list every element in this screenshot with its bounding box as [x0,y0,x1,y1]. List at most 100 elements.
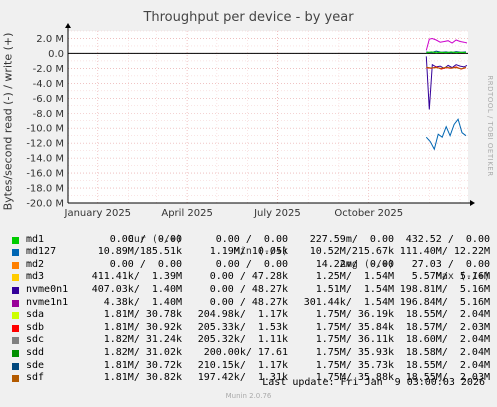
legend-name: md2 [26,258,45,270]
legend-avg: 301.44k/ 1.54M [303,296,394,308]
legend-avg: 1.75M/ 35.88k [315,372,394,384]
y-tick-label: -12.0 M [26,139,64,150]
y-tick-label: -18.0 M [26,184,64,195]
legend-row-sdc: sdc 1.82M/ 31.24k 205.32k/ 1.11k 1.75M/ 36.… [12,334,492,347]
legend-cur: 407.03k/ 1.40M [91,283,182,295]
series-line-nvme1n1 [425,37,468,51]
x-axis-arrow [470,200,475,206]
legend-cur: 1.81M/ 30.78k [103,309,182,321]
y-tick-label: -8.0 M [33,109,64,120]
y-tick-label: -14.0 M [26,154,64,165]
y-tick-label: -4.0 M [33,79,64,90]
legend-swatch [12,286,19,294]
legend-name: nvme0n1 [26,283,69,295]
legend-min: 1.19M/ 10.05k [209,246,288,258]
x-tick-label: April 2025 [161,208,212,219]
legend-cur: 4.38k/ 1.40M [103,296,182,308]
legend-name: md1 [26,233,45,245]
legend-name: sdd [26,346,45,358]
legend-row-nvme1n1: nvme1n1 4.38k/ 1.40M 0.00 / 48.27k 301.44k/… [12,297,492,310]
legend-cur: 1.81M/ 30.72k [103,359,182,371]
last-update: Last update: Fri Jan 9 03:00:03 2026 [262,377,485,388]
y-tick-label: -2.0 M [33,64,64,75]
legend-row-sde: sde 1.81M/ 30.72k 210.15k/ 1.17k 1.75M/ 35.… [12,360,492,373]
legend-avg: 1.75M/ 36.11k [315,334,394,346]
legend-row-nvme0n1: nvme0n1 407.03k/ 1.40M 0.00 / 48.27k 1.51M/… [12,284,492,297]
x-tick-label: October 2025 [334,208,403,219]
series-line-md127 [425,118,467,151]
legend-swatch [12,236,19,244]
legend-row-md1: md1 0.00 / 0.00 0.00 / 0.00 227.59m/ 0.00 43… [12,234,492,247]
legend-min: 210.15k/ 1.17k [197,359,288,371]
x-ticks: January 2025 April 2025 July 2025 October 2… [64,208,404,219]
legend-swatch [12,312,19,320]
legend-cur: 1.82M/ 31.02k [103,346,182,358]
legend-name: sdf [26,372,45,384]
series-group [425,37,468,151]
legend-max: 18.55M/ 2.04M [405,359,490,371]
legend-avg: 227.59m/ 0.00 [309,233,394,245]
legend-cur: 1.81M/ 30.82k [103,372,182,384]
series-line-sdd [426,51,467,54]
y-tick-label: -16.0 M [26,169,64,180]
series-line-sdf [426,66,467,70]
legend-min: 200.00k/ 17.61 [203,346,288,358]
legend-swatch [12,349,19,357]
legend-max: 198.81M/ 5.16M [399,283,490,295]
legend-cur: 411.41k/ 1.39M [91,271,182,283]
munin-version: Munin 2.0.76 [225,392,272,400]
legend-min: 0.00 / 0.00 [215,258,288,270]
legend-header-max: Max (-/+) [435,271,490,283]
legend-header-avg: Avg (-/+) [339,258,394,270]
legend-cur: 1.82M/ 31.24k [103,334,182,346]
legend-avg: 1.75M/ 36.19k [315,309,394,321]
legend-header-min: Min (-/+) [233,246,288,258]
y-tick-label: -6.0 M [33,94,64,105]
legend-max: 18.55M/ 2.03M [405,372,490,384]
legend-header: Cur (-/+) Min (-/+) Avg (-/+) Max (-/+) [12,221,492,283]
legend-avg: 1.51M/ 1.54M [315,283,394,295]
legend-avg: 1.75M/ 35.93k [315,346,394,358]
legend-swatch [12,337,19,345]
y-tick-label: -10.0 M [26,124,64,135]
x-tick-label: January 2025 [64,208,132,219]
legend-min: 0.00 / 48.27k [209,283,288,295]
legend-max: 196.84M/ 5.16M [399,296,490,308]
legend-name: nvme1n1 [26,296,69,308]
legend-swatch [12,362,19,370]
legend-swatch [12,274,19,282]
legend-swatch [12,249,19,257]
grid [68,30,468,204]
legend-name: sda [26,309,45,321]
plot-area: 2.0 M 0.0 -2.0 M -4.0 M -6.0 M -8.0 M -10.0 M -… [26,23,475,219]
legend-max: 111.40M/ 12.22M [399,246,490,258]
legend-rows: md1 0.00 / 0.00 0.00 / 0.00 227.59m/ 0.00 43… [12,234,492,385]
legend-row-sdb: sdb 1.81M/ 30.92k 205.33k/ 1.53k 1.75M/ 35.… [12,322,492,335]
legend-swatch [12,324,19,332]
legend-min: 0.00 / 0.00 [215,233,288,245]
legend-cur: 1.81M/ 30.92k [103,321,182,333]
legend-max: 18.57M/ 2.03M [405,321,490,333]
legend-name: sde [26,359,45,371]
legend-avg: 1.75M/ 35.84k [315,321,394,333]
legend-name: sdb [26,321,45,333]
legend-max: 5.57M/ 5.16M [411,271,490,283]
plot-background [68,31,468,203]
legend-cur: 0.00 / 0.00 [109,258,182,270]
legend: Cur (-/+) Min (-/+) Avg (-/+) Max (-/+) … [12,221,492,385]
legend-min: 197.42k/ 1.31k [197,372,288,384]
y-axis-arrow [65,23,71,28]
legend-max: 27.03 / 0.00 [411,258,490,270]
legend-avg: 1.25M/ 1.54M [315,271,394,283]
legend-max: 18.58M/ 2.04M [405,346,490,358]
legend-min: 0.00 / 47.28k [209,271,288,283]
legend-name: md127 [26,246,57,258]
legend-avg: 1.75M/ 35.73k [315,359,394,371]
legend-row-sdf: sdf 1.81M/ 30.82k 197.42k/ 1.31k 1.75M/ 35.… [12,372,492,385]
legend-row-md2: md2 0.00 / 0.00 0.00 / 0.00 14.22m/ 0.00 27.… [12,259,492,272]
legend-swatch [12,261,19,269]
legend-row-sda: sda 1.81M/ 30.78k 204.98k/ 1.17k 1.75M/ 36.… [12,309,492,322]
y-tick-label: -20.0 M [26,199,64,210]
legend-swatch [12,375,19,383]
legend-row-md127: md127 10.89M/185.51k 1.19M/ 10.05k 10.52M/2… [12,246,492,259]
